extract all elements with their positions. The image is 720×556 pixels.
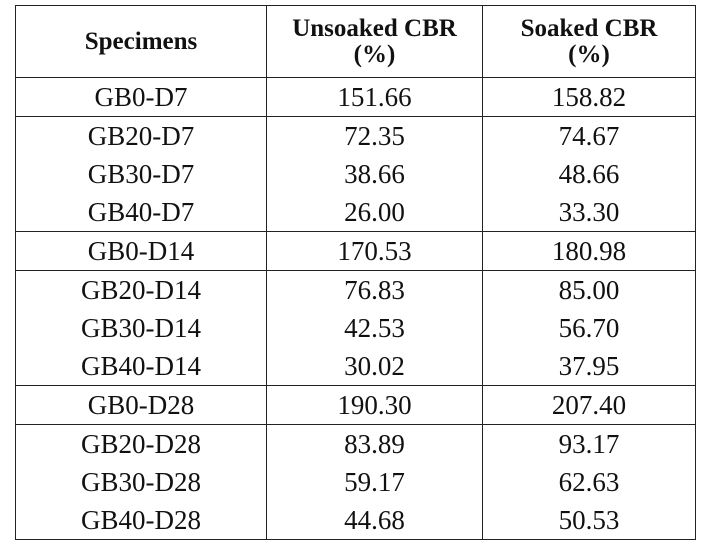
cell-specimen: GB20-D7 [15,116,267,155]
header-unsoaked-unit: (%) [353,40,396,68]
table-row: GB40-D14 30.02 37.95 [15,347,696,386]
cell-unsoaked-cbr: 42.53 [266,309,483,347]
table-row: GB0-D7 151.66 158.82 [15,77,696,117]
cell-soaked-cbr: 33.30 [482,193,696,232]
header-unsoaked-label: Unsoaked CBR [292,14,457,42]
cell-specimen: GB0-D7 [15,77,267,117]
cell-specimen: GB30-D7 [15,155,267,193]
cell-soaked-cbr: 37.95 [482,347,696,386]
cell-unsoaked-cbr: 26.00 [266,193,483,232]
table-row: GB0-D14 170.53 180.98 [15,231,696,271]
cell-soaked-cbr: 207.40 [482,385,696,425]
cell-specimen: GB30-D28 [15,463,267,501]
header-soaked-unit: (%) [568,40,610,68]
table-row: GB30-D14 42.53 56.70 [15,309,696,347]
cell-soaked-cbr: 50.53 [482,501,696,540]
header-row: Specimens Unsoaked CBR (%) Soaked CBR (%… [15,5,696,78]
cell-soaked-cbr: 93.17 [482,424,696,463]
cell-specimen: GB20-D14 [15,270,267,309]
cell-soaked-cbr: 85.00 [482,270,696,309]
cell-unsoaked-cbr: 151.66 [266,77,483,117]
cell-unsoaked-cbr: 44.68 [266,501,483,540]
cell-specimen: GB0-D14 [15,231,267,271]
cell-unsoaked-cbr: 190.30 [266,385,483,425]
table-row: GB30-D28 59.17 62.63 [15,463,696,501]
cell-unsoaked-cbr: 59.17 [266,463,483,501]
cell-soaked-cbr: 74.67 [482,116,696,155]
table-row: GB0-D28 190.30 207.40 [15,385,696,425]
cell-unsoaked-cbr: 83.89 [266,424,483,463]
cell-unsoaked-cbr: 72.35 [266,116,483,155]
cell-soaked-cbr: 62.63 [482,463,696,501]
header-soaked-cbr: Soaked CBR (%) [482,5,696,78]
cell-unsoaked-cbr: 170.53 [266,231,483,271]
cell-specimen: GB40-D7 [15,193,267,232]
cell-specimen: GB20-D28 [15,424,267,463]
header-specimens: Specimens [15,5,267,78]
table-header: Specimens Unsoaked CBR (%) Soaked CBR (%… [15,5,696,78]
cell-soaked-cbr: 56.70 [482,309,696,347]
header-specimens-label: Specimens [84,27,198,55]
cell-soaked-cbr: 158.82 [482,77,696,117]
cbr-table: Specimens Unsoaked CBR (%) Soaked CBR (%… [15,5,696,540]
cell-soaked-cbr: 48.66 [482,155,696,193]
cell-unsoaked-cbr: 38.66 [266,155,483,193]
table-row: GB30-D7 38.66 48.66 [15,155,696,193]
table-body: GB0-D7 151.66 158.82 GB20-D7 72.35 74.67 GB30-… [15,77,696,540]
cell-specimen: GB40-D14 [15,347,267,386]
cell-soaked-cbr: 180.98 [482,231,696,271]
table-row: GB40-D28 44.68 50.53 [15,501,696,540]
cell-specimen: GB30-D14 [15,309,267,347]
table-row: GB20-D14 76.83 85.00 [15,270,696,309]
cell-unsoaked-cbr: 30.02 [266,347,483,386]
table-row: GB40-D7 26.00 33.30 [15,193,696,232]
table-row: GB20-D28 83.89 93.17 [15,424,696,463]
cell-specimen: GB40-D28 [15,501,267,540]
cell-specimen: GB0-D28 [15,385,267,425]
table-row: GB20-D7 72.35 74.67 [15,116,696,155]
header-soaked-label: Soaked CBR [520,14,658,42]
cell-unsoaked-cbr: 76.83 [266,270,483,309]
header-unsoaked-cbr: Unsoaked CBR (%) [266,5,483,78]
